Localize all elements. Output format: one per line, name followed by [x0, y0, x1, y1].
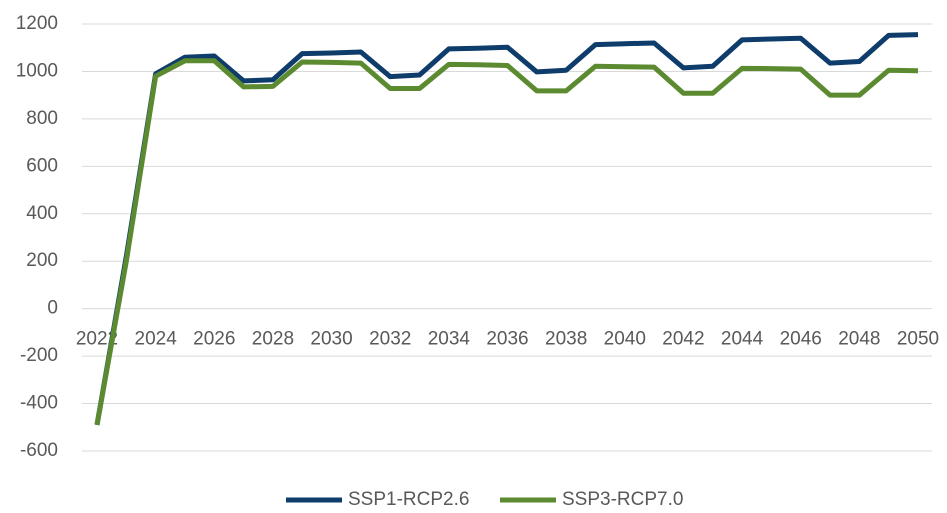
y-tick-label: -400 — [20, 393, 58, 414]
y-tick-label: 600 — [26, 155, 58, 176]
x-tick-label: 2028 — [252, 329, 294, 350]
series-line — [94, 58, 919, 426]
x-tick-label: 2038 — [545, 329, 587, 350]
y-tick-label: 800 — [26, 108, 58, 129]
x-tick-label: 2048 — [838, 329, 880, 350]
x-tick-label: 2034 — [428, 329, 471, 350]
series-line — [94, 32, 919, 426]
x-tick-label: 2040 — [604, 329, 646, 350]
x-tick-label: 2030 — [310, 329, 352, 350]
x-tick-label: 2042 — [662, 329, 704, 350]
y-tick-label: 200 — [26, 250, 58, 271]
legend-label: SSP1-RCP2.6 — [348, 489, 469, 510]
x-tick-label: 2044 — [721, 329, 764, 350]
y-tick-label: 400 — [26, 203, 58, 224]
x-tick-label: 2032 — [369, 329, 411, 350]
y-tick-label: 0 — [47, 298, 58, 319]
x-tick-label: 2022 — [76, 329, 118, 350]
y-tick-label: -600 — [20, 440, 58, 461]
x-tick-label: 2036 — [486, 329, 528, 350]
x-tick-label: 2046 — [780, 329, 822, 350]
y-tick-label: 1200 — [16, 13, 58, 34]
y-tick-label: -200 — [20, 345, 58, 366]
x-tick-label: 2024 — [135, 329, 178, 350]
x-tick-label: 2050 — [897, 329, 939, 350]
y-tick-label: 1000 — [16, 60, 58, 81]
x-tick-label: 2026 — [193, 329, 235, 350]
legend-label: SSP3-RCP7.0 — [562, 489, 683, 510]
